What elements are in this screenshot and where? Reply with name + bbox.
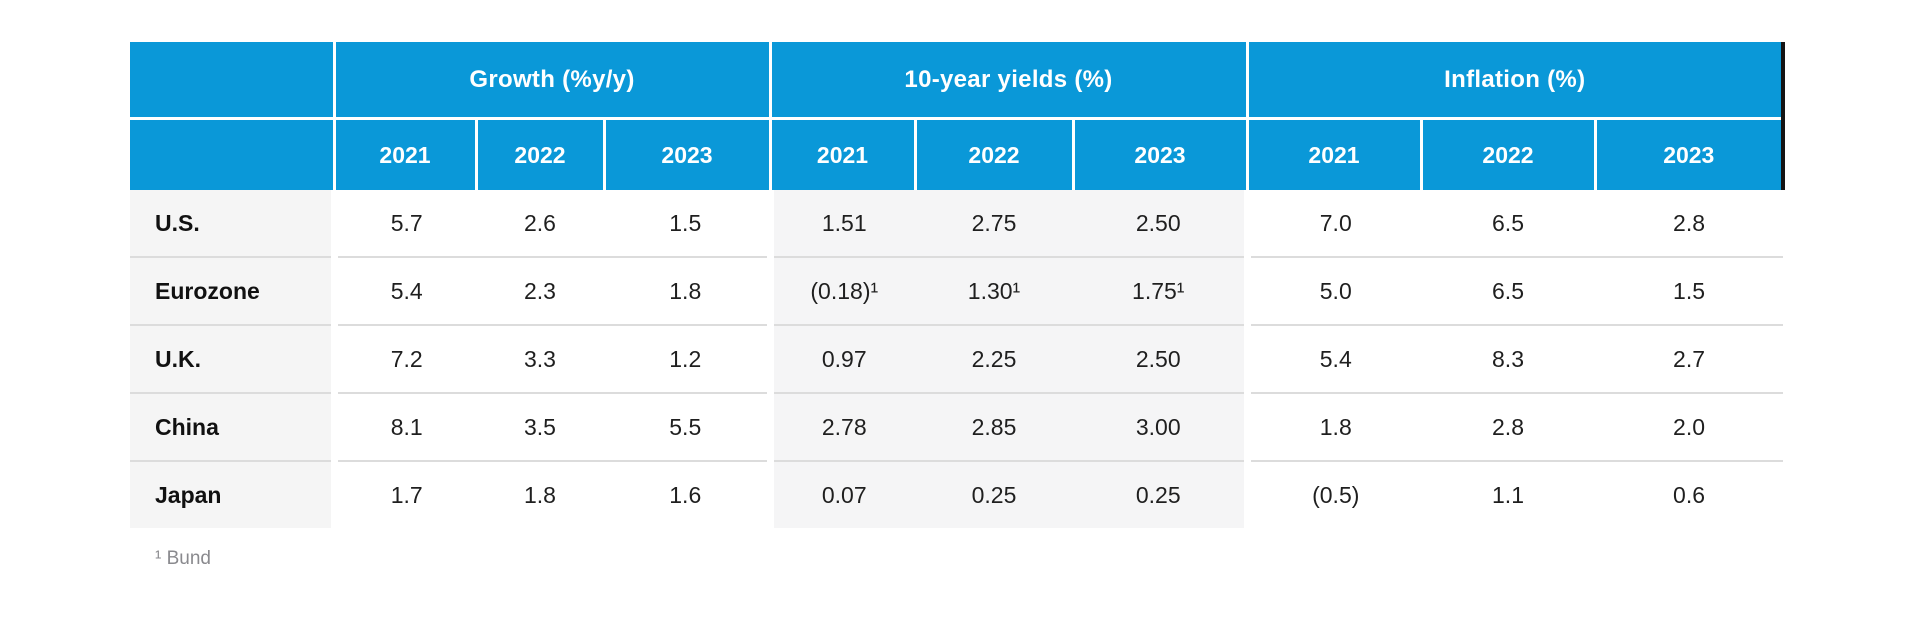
cell-inflation-2023: 1.5 (1595, 257, 1784, 326)
cell-inflation-2021: 7.0 (1247, 190, 1422, 258)
cell-inflation-2022: 2.8 (1421, 393, 1596, 462)
group-header-inflation: Inflation (%) (1247, 42, 1786, 120)
cell-inflation-2021: 5.4 (1247, 325, 1422, 394)
table-row-us: U.S. 5.7 2.6 1.5 1.51 2.75 2.50 7.0 6.5 … (130, 190, 1784, 258)
year-header: 2022 (915, 118, 1075, 190)
cell-yields-2023: 2.50 (1073, 325, 1251, 394)
row-label: U.K. (130, 325, 338, 394)
row-label: Eurozone (130, 257, 338, 326)
cell-yields-2021: 1.51 (770, 190, 916, 258)
year-header: 2022 (476, 118, 606, 190)
cell-yields-2021: 2.78 (770, 393, 916, 462)
year-header: 2023 (1595, 118, 1786, 190)
table-row-japan: Japan 1.7 1.8 1.6 0.07 0.25 0.25 (0.5) 1… (130, 461, 1784, 528)
cell-yields-2023: 2.50 (1073, 190, 1251, 258)
group-header-yields: 10-year yields (%) (770, 42, 1249, 120)
row-label: China (130, 393, 338, 462)
footnote-bund: ¹ Bund (155, 548, 211, 569)
year-header: 2021 (770, 118, 917, 190)
cell-growth-2021: 5.4 (334, 257, 476, 326)
cell-yields-2022: 2.25 (915, 325, 1074, 394)
cell-growth-2021: 7.2 (334, 325, 476, 394)
cell-growth-2023: 5.5 (604, 393, 774, 462)
cell-growth-2022: 3.3 (476, 325, 604, 394)
cell-growth-2022: 2.3 (476, 257, 604, 326)
cell-yields-2022: 2.75 (915, 190, 1074, 258)
cell-growth-2023: 1.5 (604, 190, 774, 258)
cell-inflation-2021: (0.5) (1247, 461, 1422, 528)
cell-inflation-2021: 1.8 (1247, 393, 1422, 462)
cell-growth-2023: 1.8 (604, 257, 774, 326)
cell-growth-2022: 3.5 (476, 393, 604, 462)
cell-inflation-2022: 8.3 (1421, 325, 1596, 394)
cell-inflation-2023: 2.8 (1595, 190, 1784, 258)
cell-yields-2023: 3.00 (1073, 393, 1251, 462)
cell-yields-2021: 0.97 (770, 325, 916, 394)
cell-yields-2022: 1.30¹ (915, 257, 1074, 326)
cell-growth-2022: 2.6 (476, 190, 604, 258)
group-header-row: Growth (%y/y) 10-year yields (%) Inflati… (130, 42, 1786, 120)
corner-cell-2 (130, 118, 336, 190)
cell-growth-2021: 1.7 (334, 461, 476, 528)
cell-yields-2021: (0.18)¹ (770, 257, 916, 326)
row-label: U.S. (130, 190, 338, 258)
cell-inflation-2022: 1.1 (1421, 461, 1596, 528)
cell-inflation-2022: 6.5 (1421, 257, 1596, 326)
cell-yields-2022: 0.25 (915, 461, 1074, 528)
cell-growth-2022: 1.8 (476, 461, 604, 528)
year-header: 2023 (604, 118, 772, 190)
year-header: 2022 (1421, 118, 1597, 190)
cell-inflation-2023: 2.7 (1595, 325, 1784, 394)
table-row-china: China 8.1 3.5 5.5 2.78 2.85 3.00 1.8 2.8… (130, 393, 1784, 462)
year-header: 2021 (334, 118, 478, 190)
cell-yields-2023: 0.25 (1073, 461, 1251, 528)
cell-yields-2022: 2.85 (915, 393, 1074, 462)
cell-yields-2021: 0.07 (770, 461, 916, 528)
forecast-table-container: Growth (%y/y) 10-year yields (%) Inflati… (130, 42, 1786, 570)
corner-cell (130, 42, 336, 120)
cell-growth-2023: 1.2 (604, 325, 774, 394)
cell-inflation-2023: 0.6 (1595, 461, 1784, 528)
table-row-eurozone: Eurozone 5.4 2.3 1.8 (0.18)¹ 1.30¹ 1.75¹… (130, 257, 1784, 326)
year-header: 2023 (1073, 118, 1249, 190)
table-row-uk: U.K. 7.2 3.3 1.2 0.97 2.25 2.50 5.4 8.3 … (130, 325, 1784, 394)
cell-inflation-2021: 5.0 (1247, 257, 1422, 326)
group-header-growth: Growth (%y/y) (334, 42, 772, 120)
economic-forecast-table: Growth (%y/y) 10-year yields (%) Inflati… (130, 42, 1786, 528)
year-header: 2021 (1247, 118, 1423, 190)
cell-inflation-2023: 2.0 (1595, 393, 1784, 462)
row-label: Japan (130, 461, 338, 528)
cell-growth-2023: 1.6 (604, 461, 774, 528)
year-header-row: 2021 2022 2023 2021 2022 2023 2021 2022 … (130, 118, 1786, 190)
cell-yields-2023: 1.75¹ (1073, 257, 1251, 326)
cell-growth-2021: 8.1 (334, 393, 476, 462)
cell-inflation-2022: 6.5 (1421, 190, 1596, 258)
cell-growth-2021: 5.7 (334, 190, 476, 258)
